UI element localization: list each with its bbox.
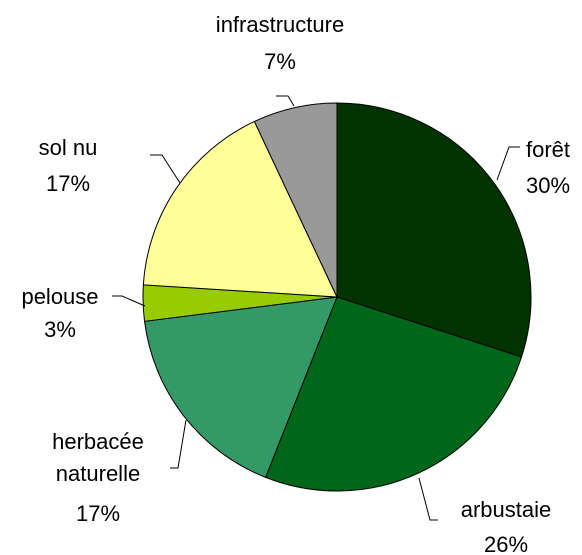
pie-slice	[143, 296, 338, 479]
pie-slice	[336, 102, 532, 358]
pie-slice	[264, 296, 523, 492]
leader-line	[112, 295, 146, 307]
value-label: 17%	[45, 171, 91, 196]
value-label: 30%	[525, 173, 571, 198]
slice-label: herbacée naturelle	[52, 429, 144, 486]
leader-line	[170, 419, 187, 469]
value-label: 17%	[75, 501, 121, 526]
slice-label: infrastructure	[215, 12, 345, 37]
slice-label: forêt	[525, 137, 571, 162]
leader-line	[276, 95, 295, 107]
slice-label: arbustaie	[460, 497, 552, 522]
leader-line	[150, 154, 181, 184]
leader-line	[418, 477, 438, 521]
value-label: 3%	[44, 317, 76, 342]
slice-label: pelouse	[21, 284, 99, 309]
value-label: 7%	[264, 49, 296, 74]
leader-line	[496, 146, 520, 181]
slice-label: sol nu	[38, 135, 98, 160]
pie-slice	[142, 120, 338, 298]
pie-slice	[253, 102, 338, 298]
value-label: 26%	[483, 532, 529, 555]
